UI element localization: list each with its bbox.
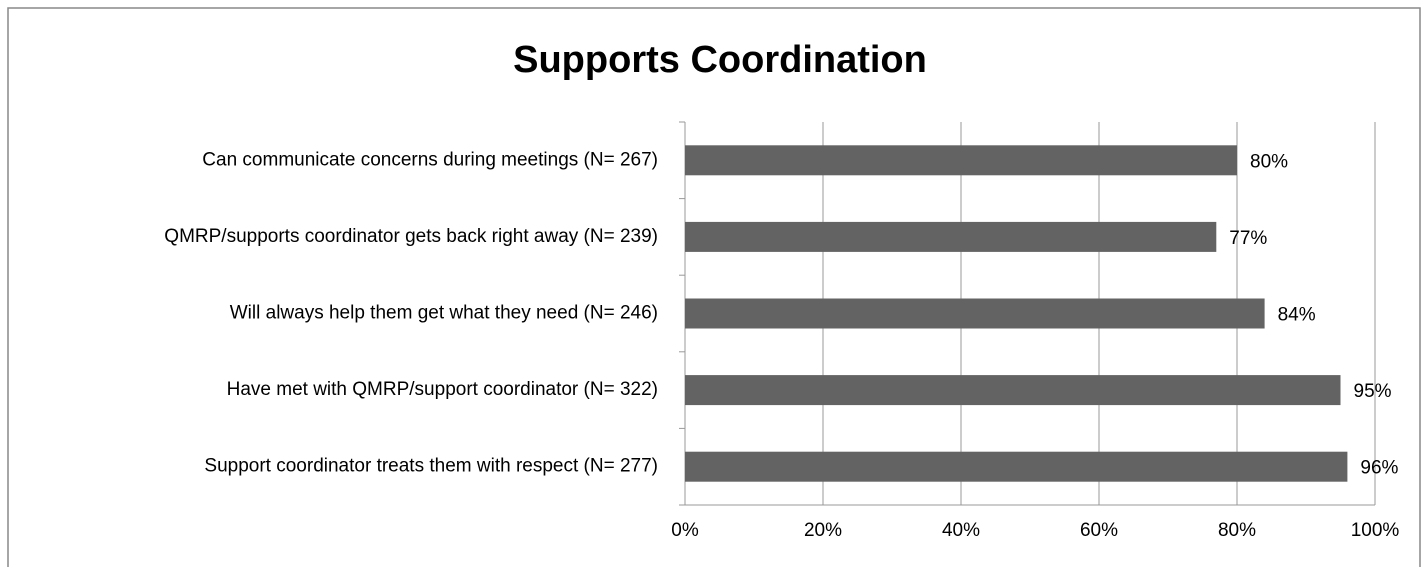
y-tick-label: Support coordinator treats them with res… bbox=[204, 456, 658, 477]
bar bbox=[685, 451, 1348, 482]
y-tick-label: Will always help them get what they need… bbox=[230, 303, 658, 324]
y-tick-label: QMRP/supports coordinator gets back righ… bbox=[164, 226, 658, 247]
bar bbox=[685, 145, 1237, 176]
x-tick-label: 20% bbox=[804, 520, 842, 541]
data-label: 95% bbox=[1354, 381, 1392, 402]
x-tick-label: 40% bbox=[942, 520, 980, 541]
x-tick-label: 60% bbox=[1080, 520, 1118, 541]
y-tick-label: Have met with QMRP/support coordinator (… bbox=[227, 379, 658, 400]
chart-border bbox=[7, 7, 1421, 567]
bar bbox=[685, 375, 1341, 406]
data-label: 80% bbox=[1250, 151, 1288, 172]
data-label: 77% bbox=[1229, 228, 1267, 249]
x-tick-label: 100% bbox=[1351, 520, 1400, 541]
y-tick-label: Can communicate concerns during meetings… bbox=[202, 149, 658, 170]
data-label: 84% bbox=[1278, 305, 1316, 326]
x-tick-label: 0% bbox=[671, 520, 699, 541]
data-label: 96% bbox=[1360, 458, 1398, 479]
bar bbox=[685, 298, 1265, 329]
x-tick-label: 80% bbox=[1218, 520, 1256, 541]
bar bbox=[685, 221, 1217, 252]
chart-title: Supports Coordination bbox=[513, 39, 927, 81]
